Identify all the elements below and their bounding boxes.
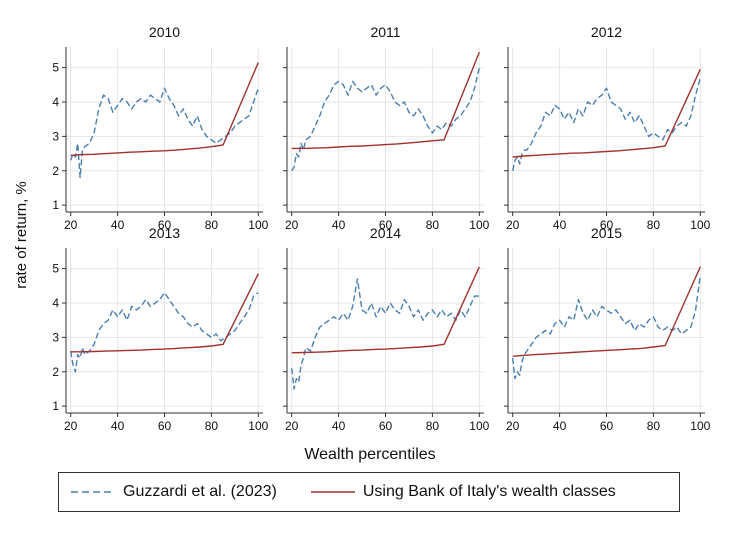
x-tick-label: 100 [469,419,489,433]
y-tick-label: 4 [52,95,59,109]
x-tick-label: 40 [332,218,346,232]
panel-2010: 2010 1 2 3 4 5 20 40 60 80 100 [52,24,268,232]
y-tick-label: 1 [52,399,59,413]
series-line-guzzardi [291,278,480,390]
y-tick-label: 5 [52,262,59,276]
series-line-guzzardi [512,77,701,171]
panel-2015: 2015 20 40 60 80 100 [504,225,711,433]
series-line-guzzardi [512,275,701,380]
panel-2013: 2013 1 2 3 4 5 20 40 60 80 100 [52,225,268,433]
panel-2012: 2012 20 40 60 80 100 [504,24,711,232]
legend-label-bank-of-italy: Using Bank of Italy's wealth classes [362,483,616,500]
panel-title: 2013 [149,225,180,241]
legend-item-bank-of-italy: Using Bank of Italy's wealth classes [310,483,616,501]
series-line-bank-of-italy [291,266,480,354]
x-tick-label: 40 [111,218,125,232]
series-line-bank-of-italy [512,69,701,158]
x-tick-label: 40 [111,419,125,433]
series-line-guzzardi [70,87,259,179]
x-tick-label: 100 [690,218,710,232]
x-tick-label: 20 [506,419,520,433]
panel-title: 2014 [370,225,401,241]
x-tick-label: 80 [426,419,440,433]
figure: rate of return, % Wealth percentiles 201… [13,24,711,463]
panel-title: 2010 [149,24,180,40]
y-axis-label: rate of return, % [13,181,30,289]
x-tick-label: 40 [553,218,567,232]
x-tick-label: 20 [64,218,78,232]
series-line-guzzardi [291,67,480,172]
x-tick-label: 100 [690,419,710,433]
x-tick-label: 20 [285,419,299,433]
series-line-bank-of-italy [70,273,259,353]
x-tick-label: 100 [469,218,489,232]
panel-2014: 2014 20 40 60 80 100 [283,225,490,433]
panel-title: 2011 [370,24,400,40]
x-tick-label: 60 [379,218,393,232]
legend-item-guzzardi: Guzzardi et al. (2023) [71,483,277,501]
x-tick-label: 80 [205,218,219,232]
y-tick-label: 3 [52,330,59,344]
x-tick-label: 40 [332,419,346,433]
x-tick-label: 80 [647,218,661,232]
y-tick-label: 2 [52,164,59,178]
x-tick-label: 20 [64,419,78,433]
series-line-bank-of-italy [512,266,701,357]
x-tick-label: 40 [553,419,567,433]
series-line-bank-of-italy [70,62,259,156]
x-tick-label: 100 [248,419,268,433]
y-tick-label: 4 [52,296,59,310]
x-tick-label: 60 [379,419,393,433]
x-tick-label: 60 [600,419,614,433]
x-tick-label: 80 [205,419,219,433]
x-tick-label: 60 [600,218,614,232]
series-line-bank-of-italy [291,51,480,150]
series-line-guzzardi [70,292,259,373]
legend-swatch-solid [310,491,355,493]
x-tick-label: 80 [426,218,440,232]
x-tick-label: 20 [506,218,520,232]
legend-swatch-dashed [71,491,115,493]
y-tick-label: 2 [52,365,59,379]
panel-2011: 2011 20 40 60 80 100 [283,24,490,232]
x-axis-label: Wealth percentiles [304,446,435,463]
y-tick-label: 5 [52,61,59,75]
x-tick-label: 80 [647,419,661,433]
legend: Guzzardi et al. (2023) Using Bank of Ita… [58,472,680,512]
panel-title: 2015 [591,225,622,241]
y-tick-label: 3 [52,129,59,143]
y-tick-label: 1 [52,198,59,212]
legend-label-guzzardi: Guzzardi et al. (2023) [123,483,277,500]
panel-title: 2012 [591,24,622,40]
x-tick-label: 60 [158,419,172,433]
x-tick-label: 100 [248,218,268,232]
x-tick-label: 20 [285,218,299,232]
x-tick-label: 60 [158,218,172,232]
